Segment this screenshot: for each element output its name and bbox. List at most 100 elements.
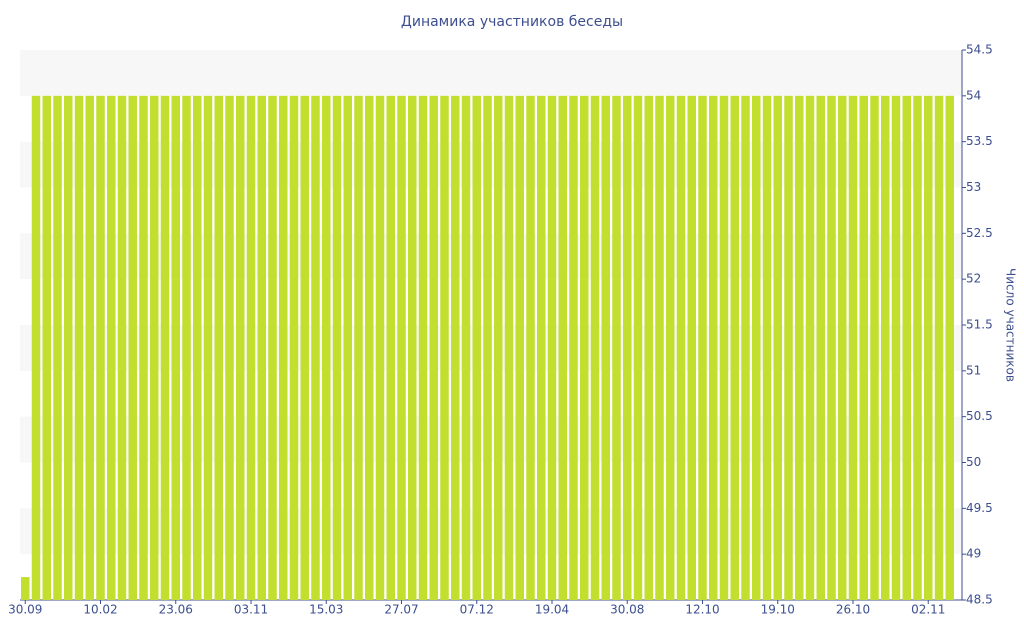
bar [601, 95, 610, 600]
bar [483, 95, 492, 600]
x-tick-label: 07.12 [460, 603, 494, 617]
x-tick-label: 12.10 [685, 603, 719, 617]
bar [451, 95, 460, 600]
bar [365, 95, 374, 600]
bar [461, 95, 471, 600]
x-tick-label: 15.03 [309, 603, 343, 617]
bar [408, 95, 417, 600]
y-tick-label: 53 [966, 180, 981, 194]
bar [429, 95, 438, 600]
x-tick-label: 19.10 [761, 603, 795, 617]
bar [838, 95, 847, 600]
bar [515, 95, 524, 600]
band [20, 50, 962, 96]
y-tick-label: 51.5 [966, 318, 993, 332]
bar [311, 95, 320, 600]
y-tick-label: 50 [966, 455, 981, 469]
bar [590, 95, 600, 600]
bar [53, 95, 62, 600]
bar [676, 95, 686, 600]
y-tick-label: 53.5 [966, 134, 993, 148]
y-tick-label: 51 [966, 363, 981, 377]
y-tick-label: 49.5 [966, 501, 993, 515]
bar [741, 95, 750, 600]
bar [934, 95, 944, 600]
bar [343, 95, 352, 600]
bar [214, 95, 223, 600]
bar [375, 95, 385, 600]
bar [537, 95, 546, 600]
bar [472, 95, 481, 600]
bar [193, 95, 202, 600]
bar [730, 95, 739, 600]
bar [805, 95, 815, 600]
bar [827, 95, 836, 600]
bar [612, 95, 621, 600]
bar [859, 95, 868, 600]
bar [816, 95, 825, 600]
bar [666, 95, 675, 600]
bar [881, 95, 890, 600]
bar [580, 95, 589, 600]
x-tick-label: 23.06 [159, 603, 193, 617]
bar [257, 95, 266, 600]
y-tick-label: 50.5 [966, 409, 993, 423]
x-tick-label: 27.07 [384, 603, 418, 617]
y-axis-label: Число участников [1004, 268, 1018, 382]
bar [773, 95, 782, 600]
bar [128, 95, 137, 600]
x-tick-label: 02.11 [911, 603, 945, 617]
bar [160, 95, 170, 600]
x-tick-label: 19.04 [535, 603, 569, 617]
bar [203, 95, 213, 600]
bar [752, 95, 761, 600]
bar [74, 95, 84, 600]
bar [236, 95, 245, 600]
bar [225, 95, 234, 600]
bar [268, 95, 277, 600]
bar [633, 95, 643, 600]
bar [300, 95, 309, 600]
bar [569, 95, 578, 600]
x-tick-label: 10.02 [83, 603, 117, 617]
bar [386, 95, 395, 600]
bar [945, 95, 954, 600]
bar [891, 95, 901, 600]
y-tick-label: 52 [966, 272, 981, 286]
bar [279, 95, 288, 600]
bar [322, 95, 331, 600]
x-tick-label: 30.09 [8, 603, 42, 617]
bar [784, 95, 793, 600]
bar [96, 95, 105, 600]
bar [719, 95, 729, 600]
y-tick-label: 54 [966, 88, 981, 102]
bar [117, 95, 127, 600]
bar [762, 95, 772, 600]
bar [354, 95, 363, 600]
bar [655, 95, 664, 600]
bar [21, 577, 30, 600]
bar [107, 95, 116, 600]
bar [440, 95, 449, 600]
bar [182, 95, 191, 600]
bar [795, 95, 804, 600]
bar [418, 95, 428, 600]
bar [848, 95, 858, 600]
bar [139, 95, 148, 600]
bar [644, 95, 653, 600]
bar [924, 95, 933, 600]
bar [698, 95, 707, 600]
y-tick-label: 49 [966, 547, 981, 561]
bar [85, 95, 94, 600]
x-tick-label: 26.10 [836, 603, 870, 617]
y-tick-label: 52.5 [966, 226, 993, 240]
bar [31, 95, 41, 600]
bar [687, 95, 696, 600]
bar [397, 95, 406, 600]
bar [870, 95, 879, 600]
bar [64, 95, 73, 600]
bar [494, 95, 503, 600]
bar [558, 95, 567, 600]
